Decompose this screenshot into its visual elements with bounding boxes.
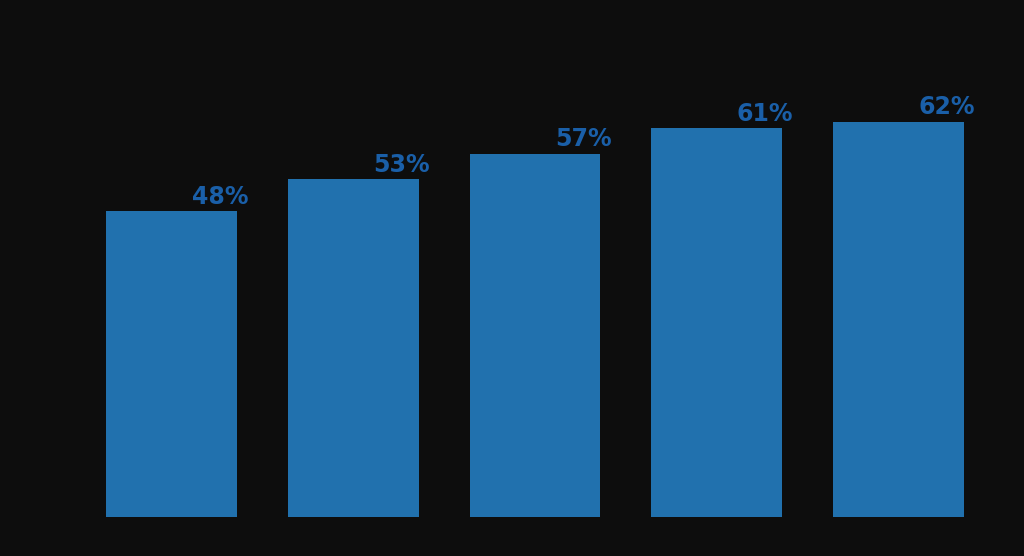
Bar [834,122,964,517]
Bar [106,211,237,517]
Text: 48%: 48% [191,185,248,208]
Text: 61%: 61% [736,102,794,126]
Text: 53%: 53% [374,153,430,177]
Text: 57%: 57% [555,127,611,151]
Bar [288,179,419,517]
Text: 62%: 62% [919,95,975,119]
Bar [470,153,600,517]
Bar [651,128,782,517]
